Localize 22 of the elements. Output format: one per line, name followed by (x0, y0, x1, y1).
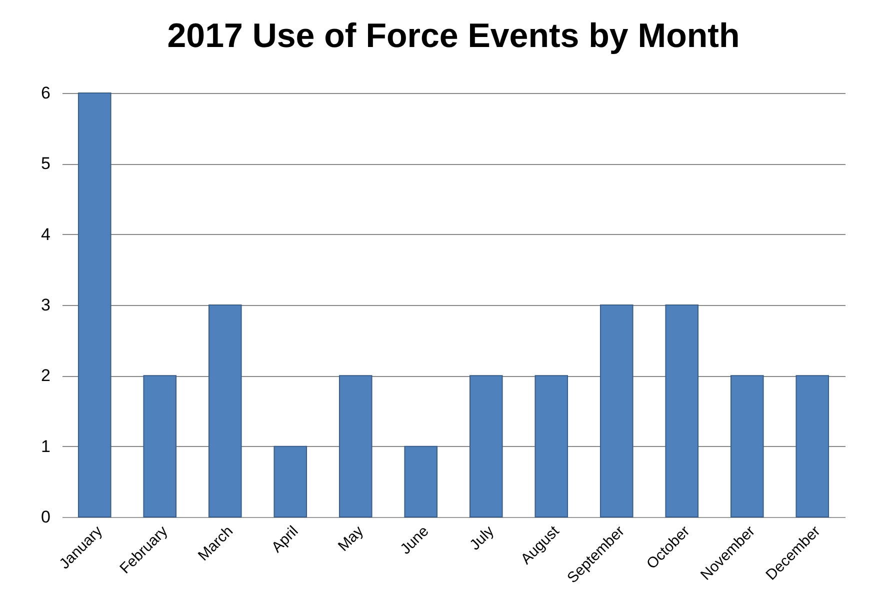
y-tick-label: 1 (41, 436, 50, 456)
bar (730, 375, 764, 518)
x-tick-label: July (466, 522, 498, 554)
bar (274, 446, 308, 518)
y-tick-label: 2 (41, 366, 50, 386)
bar (469, 375, 503, 518)
bar (78, 92, 112, 518)
y-tick-label: 4 (41, 224, 50, 244)
y-tick-label: 3 (41, 296, 50, 314)
x-tick-label: May (334, 522, 368, 555)
bar (338, 375, 372, 518)
bar (208, 304, 242, 518)
bar (665, 304, 699, 518)
chart-title: 2017 Use of Force Events by Month (167, 17, 740, 55)
bar (534, 375, 568, 518)
y-tick-label: 6 (41, 84, 50, 102)
y-tick-label: 0 (41, 508, 50, 526)
y-tick-label: 5 (41, 154, 50, 174)
bar (796, 375, 830, 518)
bar (404, 446, 438, 518)
bar (143, 375, 177, 518)
bar (600, 304, 634, 518)
